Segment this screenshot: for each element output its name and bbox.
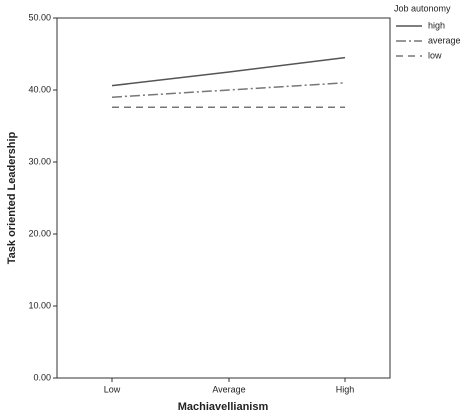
x-tick-label: High	[336, 384, 355, 394]
y-tick-label: 20.00	[28, 228, 51, 238]
y-tick-label: 10.00	[28, 300, 51, 310]
x-tick-label: Low	[104, 384, 121, 394]
series-line	[111, 56, 346, 87]
y-tick-label: 30.00	[28, 156, 51, 166]
plot-frame	[56, 17, 391, 379]
y-axis-title: Task oriented Leadership	[6, 132, 18, 265]
y-tick-label: 40.00	[28, 84, 51, 94]
series-line	[111, 82, 346, 98]
legend-title: Job autonomy	[394, 3, 451, 13]
legend-label: average	[428, 35, 461, 45]
legend-label: low	[428, 50, 442, 60]
x-tick-label: Average	[212, 384, 245, 394]
y-tick-label: 50.00	[28, 12, 51, 22]
y-tick-label: 0.00	[33, 372, 51, 382]
legend-label: high	[428, 20, 445, 30]
x-axis-title: Machiavellianism	[178, 401, 269, 413]
